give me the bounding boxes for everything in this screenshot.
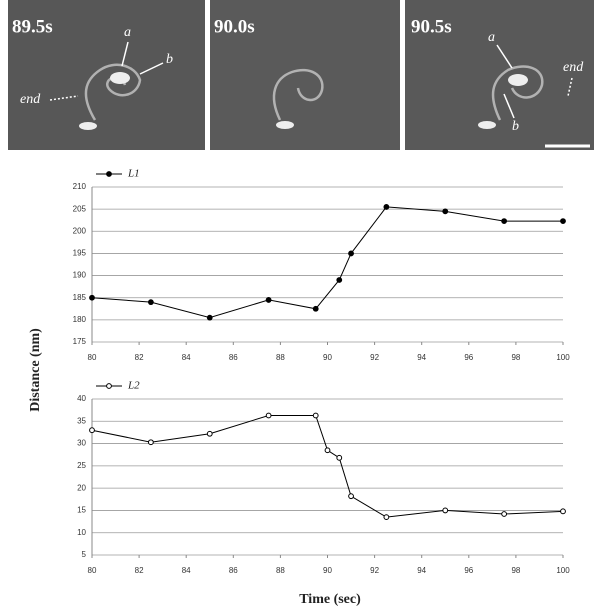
point [312,305,319,312]
y-tick-label: 205 [73,204,87,213]
point [89,427,95,434]
point [336,454,343,461]
series-line [91,206,563,319]
y-tick-label: 35 [77,416,86,425]
y-tick-label: 180 [73,315,87,324]
x-tick-label: 96 [464,353,473,362]
x-tick-label: 86 [229,566,238,575]
x-tick-label: 94 [417,566,426,575]
annotation: end [563,60,584,75]
x-tick-label: 84 [182,566,191,575]
x-tick-label: 90 [323,566,332,575]
legend-marker [106,383,112,389]
legend-label: L2 [127,380,140,392]
point [383,514,390,521]
y-tick-label: 40 [77,394,86,403]
x-tick-label: 90 [323,353,332,362]
point [265,297,272,303]
point [324,447,331,454]
x-tick-label: 100 [556,353,570,362]
x-tick-label: 88 [276,353,285,362]
x-tick-label: 92 [370,566,379,575]
point [147,299,154,306]
filament [84,63,544,121]
y-tick-label: 210 [73,182,87,191]
point [442,208,449,215]
legend-marker [106,171,112,177]
y-tick-label: 25 [77,461,86,470]
annotation: end [20,92,41,107]
image-panel [8,0,205,150]
y-tick-label: 200 [73,226,87,235]
point [89,294,95,301]
x-tick-label: 96 [464,566,473,575]
time-stamp: 90.5s [411,16,452,37]
annotation: a [124,25,131,40]
legend-label: L1 [127,168,140,180]
series-line [91,414,564,518]
y-tick-label: 195 [73,249,87,258]
point [560,508,566,515]
y-tick-label: 30 [77,439,86,448]
x-tick-label: 80 [88,566,97,575]
point [348,250,354,257]
point [147,439,154,446]
y-tick-label: 20 [77,483,86,492]
point [265,412,272,419]
x-tick-label: 88 [276,566,285,575]
y-tick-label: 190 [73,271,87,280]
point [501,218,508,225]
x-axis-title: Time (sec) [299,592,361,607]
y-axis-title: Distance (nm) [28,328,43,412]
point [348,493,354,500]
bright-spot [79,72,528,130]
image-panel [210,0,400,150]
image-panel [405,0,594,150]
x-tick-label: 100 [556,566,570,575]
x-tick-label: 80 [88,353,97,362]
x-tick-label: 92 [370,353,379,362]
x-tick-label: 84 [182,353,191,362]
x-tick-label: 94 [417,353,426,362]
point [206,314,213,321]
annotation: b [512,119,519,134]
y-tick-label: 15 [77,506,86,515]
point [501,511,508,517]
annotation: a [488,30,495,45]
micrographs: 89.5s a b end 90.0s 90.5s a b end [8,0,594,150]
point [442,507,449,514]
point [206,430,213,437]
annotation: b [166,52,173,67]
x-tick-label: 82 [135,353,144,362]
point [560,218,566,225]
x-tick-label: 98 [511,353,520,362]
y-tick-label: 185 [73,293,87,302]
y-tick-label: 10 [77,528,86,537]
x-tick-label: 86 [229,353,238,362]
time-stamp: 90.0s [214,16,255,37]
y-tick-label: 175 [73,337,87,346]
point [336,277,343,283]
arrows [49,41,573,119]
y-tick-label: 5 [82,550,87,559]
x-tick-label: 82 [135,566,144,575]
point [312,412,319,419]
point [383,204,390,210]
x-tick-label: 98 [511,566,520,575]
time-stamp: 89.5s [12,16,53,37]
